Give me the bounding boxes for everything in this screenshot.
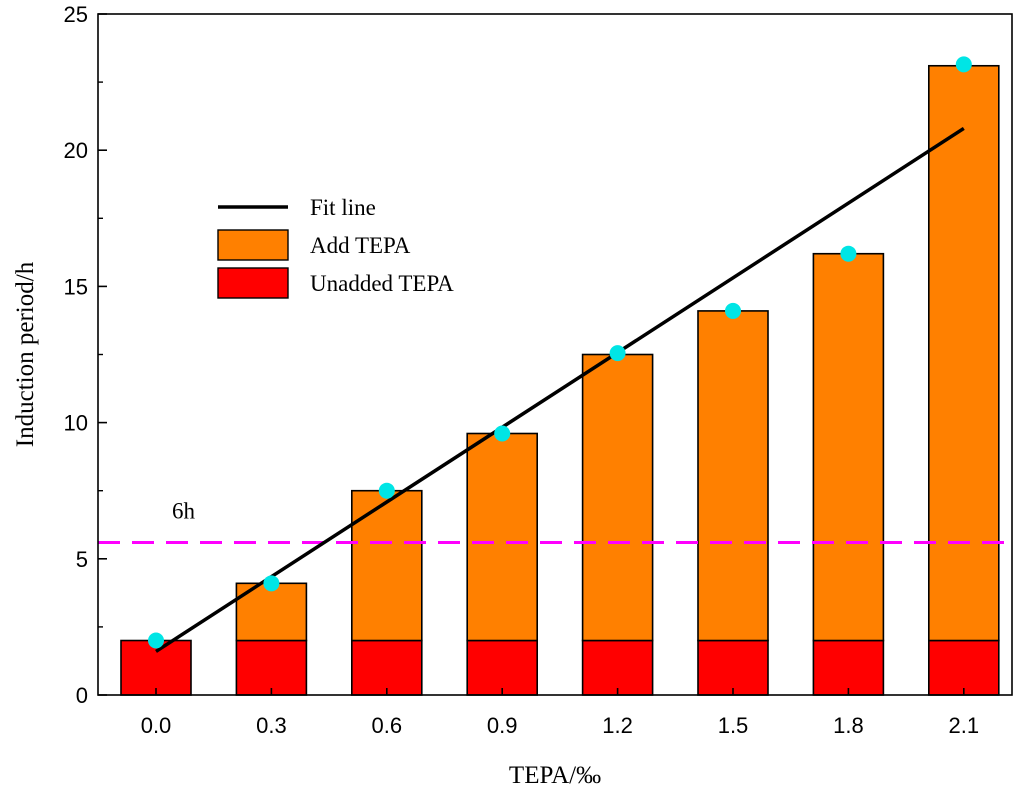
- point-1.2: [609, 345, 626, 362]
- point-1.5: [725, 302, 741, 319]
- x-tick-label: 2.1: [949, 713, 980, 738]
- y-tick-label: 20: [64, 138, 88, 163]
- bar-add-0.6: [350, 489, 423, 642]
- legend-swatch: [217, 267, 289, 299]
- y-axis: 0 5 10 15 20 25: [64, 2, 107, 708]
- x-axis-title: TEPA/‰: [509, 762, 601, 789]
- bars-group: [120, 64, 1000, 696]
- bar-unadded-0.3: [235, 639, 308, 696]
- y-tick-label: 0: [76, 683, 88, 708]
- x-tick-label: 0.0: [141, 713, 172, 738]
- x-axis: 0.0 0.3 0.6 0.9 1.2 1.5 1.8 2.1: [141, 688, 979, 738]
- point-0.3: [263, 575, 280, 592]
- x-tick-label: 0.3: [256, 713, 287, 738]
- x-tick-label: 0.9: [487, 713, 518, 738]
- x-tick-label: 0.6: [372, 713, 403, 738]
- bar-add-0.9: [466, 432, 539, 642]
- legend-label: Unadded TEPA: [310, 271, 454, 296]
- bar-add-1.8: [812, 252, 885, 642]
- x-tick-label: 1.2: [602, 713, 633, 738]
- point-0.6: [378, 482, 395, 499]
- bar-add-2.1: [927, 64, 1000, 642]
- bar-unadded-1.2: [581, 639, 654, 696]
- y-tick-label: 15: [64, 274, 88, 299]
- y-tick-label: 5: [76, 547, 88, 572]
- bar-add-1.2: [581, 353, 654, 642]
- x-tick-label: 1.8: [833, 713, 864, 738]
- y-tick-label: 25: [64, 2, 88, 27]
- x-tick-label: 1.5: [718, 713, 749, 738]
- bar-unadded-1.8: [812, 639, 885, 696]
- bar-unadded-0.0: [120, 639, 192, 696]
- point-2.1: [955, 56, 972, 73]
- point-0.0: [148, 632, 164, 649]
- bar-unadded-2.1: [927, 639, 1000, 696]
- legend-swatch: [217, 229, 289, 261]
- reference-label: 6h: [172, 498, 196, 523]
- legend-label: Fit line: [310, 195, 376, 220]
- legend-label: Add TEPA: [310, 233, 411, 258]
- point-0.9: [494, 425, 511, 442]
- bar-unadded-1.5: [697, 639, 769, 696]
- bar-unadded-0.9: [466, 639, 539, 696]
- points-group: [148, 56, 972, 649]
- legend: Fit line Add TEPA Unadded TEPA: [217, 195, 454, 299]
- y-axis-title: Induction period/h: [12, 261, 39, 447]
- y-tick-label: 10: [64, 411, 88, 436]
- bar-unadded-0.6: [350, 639, 423, 696]
- point-1.8: [840, 245, 857, 262]
- bar-add-1.5: [697, 310, 769, 642]
- fit-line: [155, 126, 965, 653]
